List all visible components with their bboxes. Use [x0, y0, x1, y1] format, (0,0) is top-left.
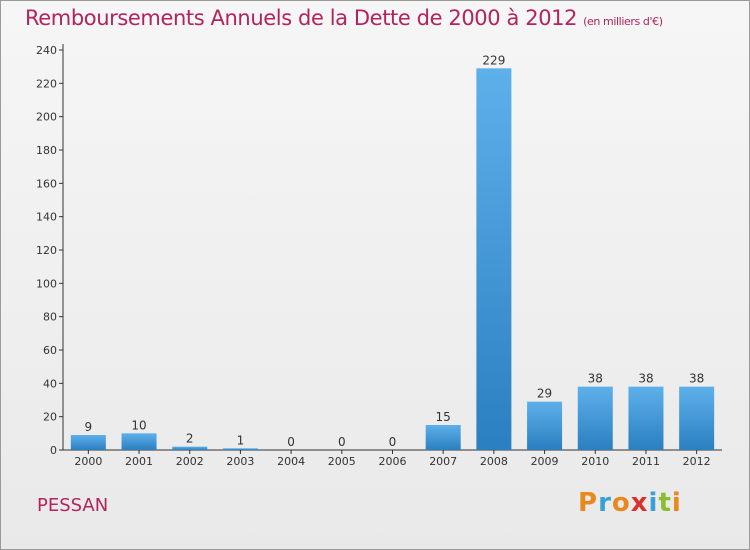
- y-tick-label: 120: [36, 244, 57, 257]
- labels: 2000 9 2001 10 2002 2 2003 1 2004 0 2005 0 2006 0 2007…: [74, 53, 710, 468]
- x-tick-label: 2006: [379, 455, 407, 468]
- y-tick-label: 140: [36, 211, 57, 224]
- data-label: 1: [237, 433, 245, 447]
- bar: [121, 433, 157, 450]
- city-name: PESSAN: [37, 495, 109, 516]
- data-label: 29: [537, 387, 552, 401]
- data-label: 15: [436, 410, 451, 424]
- logo-letter: i: [648, 488, 659, 518]
- logo-letter: o: [611, 488, 631, 518]
- logo-letter: r: [598, 488, 612, 518]
- x-tick-label: 2007: [429, 455, 457, 468]
- data-label: 9: [85, 420, 93, 434]
- title-text: Remboursements Annuels de la Dette de 20…: [25, 6, 578, 30]
- x-tick-label: 2002: [176, 455, 204, 468]
- x-tick-label: 2001: [125, 455, 153, 468]
- data-label: 0: [338, 435, 346, 449]
- x-tick-label: 2005: [328, 455, 356, 468]
- logo-letter: P: [578, 488, 599, 518]
- x-tick-label: 2003: [226, 455, 254, 468]
- bars: [70, 68, 715, 450]
- bar: [172, 446, 208, 450]
- data-label: 38: [638, 372, 653, 386]
- title-unit: (en milliers d'€): [583, 15, 663, 28]
- y-tick-label: 60: [43, 344, 57, 357]
- y-tick-label: 80: [43, 311, 57, 324]
- x-tick-label: 2012: [683, 455, 711, 468]
- bar: [577, 386, 613, 450]
- bar: [628, 386, 664, 450]
- data-label: 2: [186, 432, 194, 446]
- data-label: 38: [588, 372, 603, 386]
- y-tick-label: 0: [50, 444, 57, 457]
- x-tick-label: 2010: [581, 455, 609, 468]
- x-tick-label: 2008: [480, 455, 508, 468]
- y-tick-label: 20: [43, 411, 57, 424]
- y-tick-label: 160: [36, 177, 57, 190]
- data-label: 10: [131, 418, 146, 432]
- bar: [70, 435, 106, 450]
- y-tick-label: 240: [36, 44, 57, 57]
- y-tick-label: 40: [43, 377, 57, 390]
- logo-letter: i: [671, 488, 682, 518]
- data-label: 0: [389, 435, 397, 449]
- y-tick-label: 200: [36, 111, 57, 124]
- logo-letter: t: [658, 488, 672, 518]
- data-label: 38: [689, 372, 704, 386]
- y-tick-label: 100: [36, 277, 57, 290]
- proxiti-logo: Proxiti: [578, 488, 682, 518]
- bar: [425, 425, 461, 450]
- y-tick-label: 220: [36, 77, 57, 90]
- y-tick-label: 180: [36, 144, 57, 157]
- x-tick-label: 2000: [74, 455, 102, 468]
- chart-title: Remboursements Annuels de la Dette de 20…: [25, 6, 663, 30]
- x-tick-label: 2004: [277, 455, 305, 468]
- logo-letter: x: [630, 488, 649, 518]
- bar: [476, 68, 512, 450]
- x-tick-label: 2011: [632, 455, 660, 468]
- bar: [679, 386, 715, 450]
- bar: [222, 448, 258, 450]
- x-tick-label: 2009: [531, 455, 559, 468]
- data-label: 229: [482, 53, 505, 67]
- data-label: 0: [287, 435, 295, 449]
- bar: [527, 401, 563, 450]
